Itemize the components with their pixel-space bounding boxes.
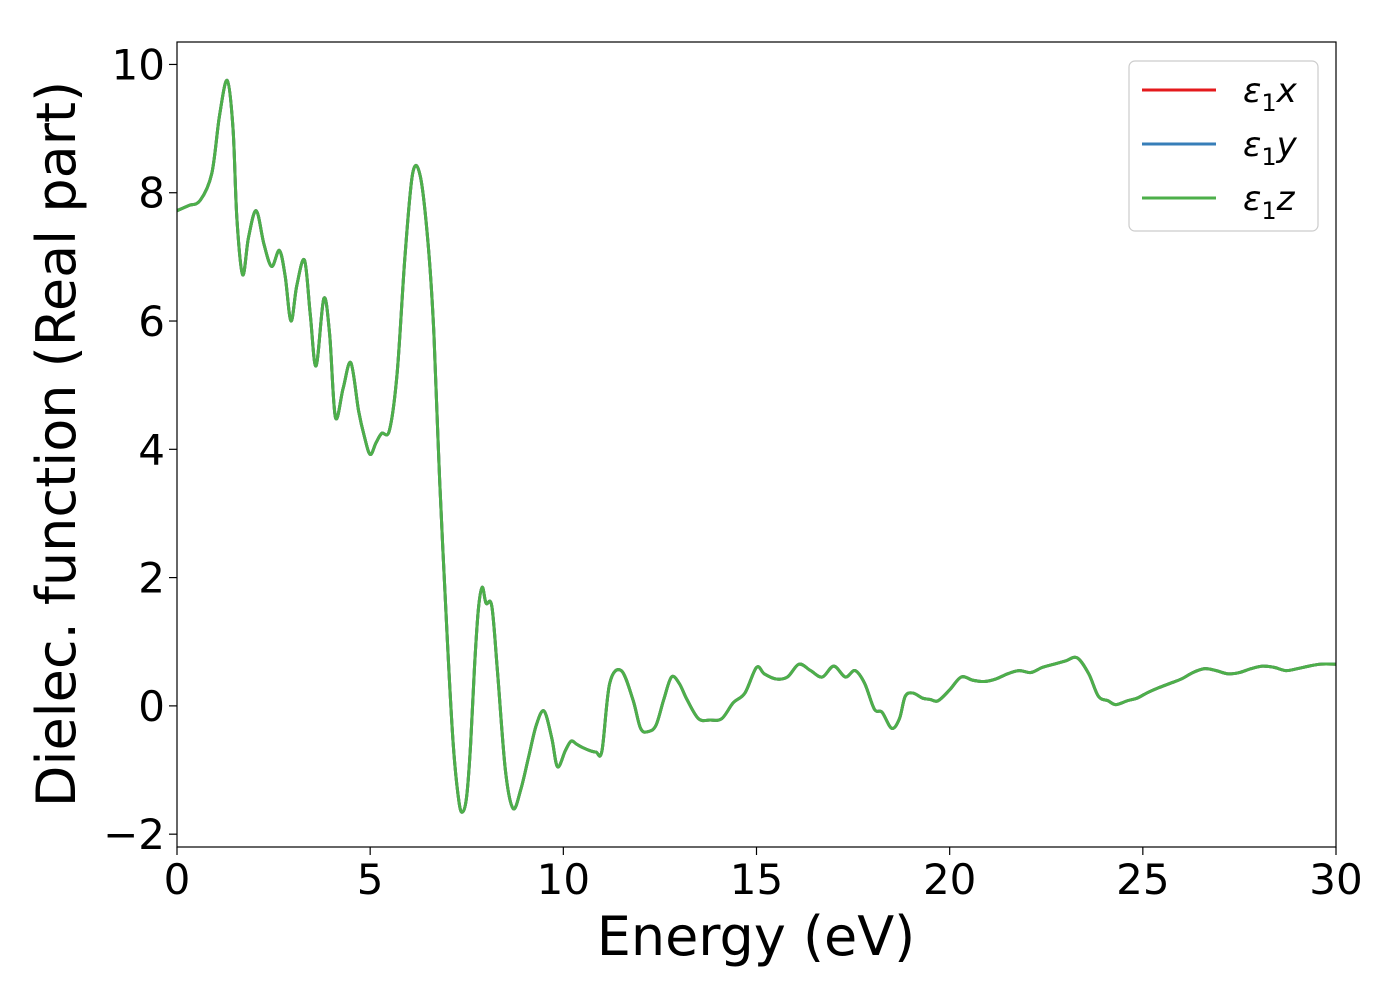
y-axis-label: Dielec. function (Real part) <box>25 81 88 807</box>
series-line-3 <box>177 78 1336 814</box>
legend-label: ε1y <box>1243 125 1298 171</box>
x-tick-label: 20 <box>923 855 976 904</box>
x-tick-label: 0 <box>164 855 191 904</box>
legend-label: ε1z <box>1243 179 1296 225</box>
legend: ε1x ε1y ε1z <box>1128 60 1319 232</box>
y-tick-label: −2 <box>103 810 165 859</box>
x-tick-label: 25 <box>1116 855 1169 904</box>
series-lines <box>177 78 1336 814</box>
x-tick-label: 30 <box>1309 855 1362 904</box>
y-tick-label: 6 <box>138 297 165 346</box>
x-tick-label: 5 <box>357 855 384 904</box>
y-tick-label: 10 <box>112 40 165 89</box>
y-axis: −2 0 2 4 6 8 10 <box>103 40 177 859</box>
x-tick-label: 15 <box>730 855 783 904</box>
y-tick-label: 0 <box>138 682 165 731</box>
legend-label: ε1x <box>1243 71 1298 117</box>
x-axis: 0 5 10 15 20 25 30 <box>164 847 1363 904</box>
y-tick-label: 4 <box>138 425 165 474</box>
legend-box <box>1128 60 1319 232</box>
y-tick-label: 2 <box>138 554 165 603</box>
y-tick-label: 8 <box>138 169 165 218</box>
x-axis-label: Energy (eV) <box>597 905 916 968</box>
x-tick-label: 10 <box>537 855 590 904</box>
